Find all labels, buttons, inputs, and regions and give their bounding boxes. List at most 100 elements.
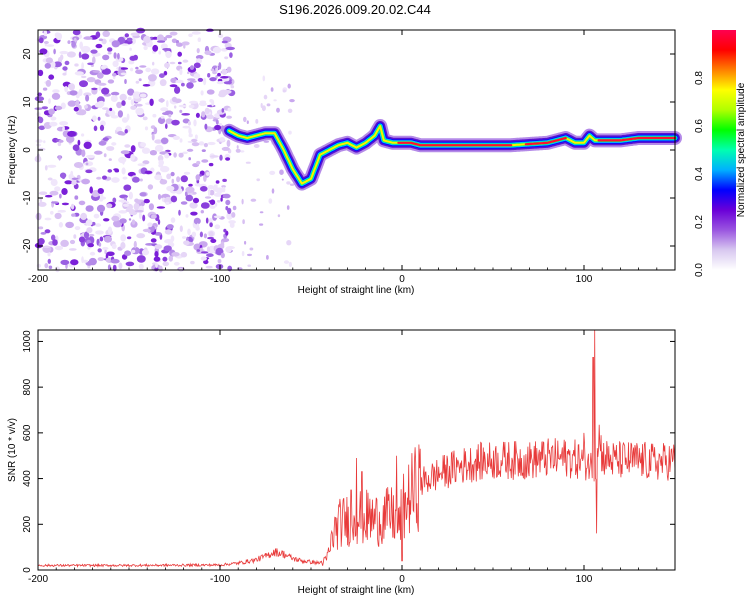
noise-blob [34,107,43,110]
noise-blob [207,185,215,190]
noise-blob [217,72,221,77]
noise-blob [153,256,161,262]
noise-blob [286,240,292,246]
noise-blob [68,83,73,89]
noise-blob [142,116,148,121]
noise-blob [225,246,232,253]
noise-blob [111,40,121,48]
noise-blob [180,251,188,258]
noise-blob [100,65,107,70]
noise-blob [242,219,245,225]
noise-blob [86,227,93,234]
noise-blob [54,212,62,220]
noise-blob [89,186,93,194]
noise-blob [222,193,231,199]
noise-blob [96,204,106,213]
noise-blob [164,229,173,235]
noise-blob [97,82,107,86]
noise-blob [221,146,230,151]
noise-blob [150,82,156,86]
noise-blob [279,169,284,175]
noise-blob [101,68,112,75]
noise-blob [142,160,150,165]
noise-blob [209,199,216,205]
noise-blob [209,189,215,196]
noise-blob [288,130,292,135]
noise-blob [107,169,113,173]
noise-blob [130,99,135,106]
noise-blob [160,107,169,112]
noise-blob [227,107,232,112]
noise-blob [220,197,223,202]
noise-blob [121,43,129,46]
noise-blob [219,154,223,161]
noise-blob [159,73,165,78]
noise-blob [123,184,132,191]
noise-blob [43,41,49,44]
noise-blob [133,240,137,249]
noise-blob [287,108,293,114]
noise-blob [147,74,157,82]
noise-blob [102,246,109,250]
noise-blob [48,108,55,115]
noise-blob [262,75,266,82]
noise-blob [177,61,182,65]
noise-blob [281,178,284,181]
noise-blob [187,78,196,81]
noise-blob [180,175,188,183]
noise-blob [196,48,200,54]
colorbar-gradient [712,30,736,270]
snr-y-tick-label: 0 [22,567,33,573]
noise-blob [108,109,116,117]
noise-blob [259,223,264,226]
noise-blob [98,140,107,146]
noise-blob [74,226,81,231]
noise-blob [91,190,100,198]
noise-blob [154,267,159,272]
noise-blob [98,100,105,107]
noise-blob [182,125,191,129]
noise-blob [70,203,75,210]
snr-x-label: Height of straight line (km) [298,585,415,596]
noise-blob [50,210,54,215]
noise-blob [78,236,86,243]
noise-blob [73,234,77,239]
noise-blob [58,222,64,228]
spectrogram-y-ticks: -20 -10 0 10 20 [22,48,675,253]
colorbar-tick-label: 0.4 [694,167,705,181]
noise-blob [229,222,235,228]
noise-blob [149,98,154,107]
noise-blob [195,55,204,60]
noise-blob [179,138,183,143]
noise-blob [119,218,127,224]
noise-blob [40,232,47,235]
noise-blob [95,31,101,38]
noise-blob [178,104,187,108]
noise-blob [50,116,57,121]
noise-blob [188,33,193,38]
noise-blob [48,265,53,270]
noise-blob [62,125,65,132]
noise-blob [206,246,211,253]
noise-blob [288,261,292,268]
noise-blob [99,236,104,242]
snr-series-line [37,329,676,568]
noise-blob [168,255,173,262]
noise-blob [116,101,122,109]
noise-blob [249,247,254,251]
noise-blob [136,233,146,239]
noise-blob [154,251,159,258]
noise-blob [96,176,102,180]
noise-blob [187,121,191,126]
noise-blob [286,205,290,210]
noise-blob [208,231,214,237]
snr-x-tick-label: 0 [399,574,405,585]
noise-blob [132,91,141,99]
noise-blob [235,148,241,153]
noise-blob [110,91,120,96]
noise-blob [182,236,187,239]
noise-blob [263,94,268,100]
noise-blob [259,211,264,214]
noise-blob [165,201,170,205]
spectrogram-x-tick-label: 0 [399,274,405,285]
